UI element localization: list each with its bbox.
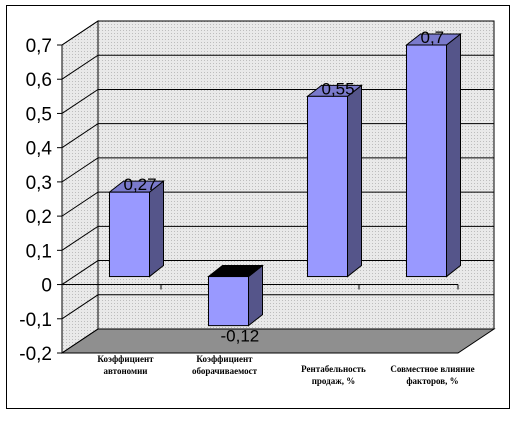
gridline (61, 54, 494, 80)
gridline (61, 328, 494, 354)
y-tick-label: 0,3 (26, 173, 52, 194)
y-axis-tick-labels: 0,7 0,6 0,5 0,4 0,3 0,2 0,1 0 -0,1 -0,2 (19, 36, 52, 365)
y-tick-label: 0,2 (26, 207, 52, 228)
y-tick-label: 0,7 (26, 36, 52, 57)
bar-front (208, 276, 249, 327)
chart-walls (60, 20, 496, 354)
x-category-label-line: оборачиваемост (192, 366, 258, 376)
y-tick-label: -0,1 (19, 310, 52, 331)
bar-front (307, 95, 348, 278)
x-category-label: Совместное влияние факторов, % (390, 364, 474, 386)
y-tick-label: 0 (41, 276, 52, 297)
x-axis-category-labels: Коэффициент автономии Коэффициент оборачива… (97, 354, 474, 386)
x-category-label: Рентабельность продаж, % (301, 364, 366, 386)
floor (60, 328, 496, 354)
gridline (61, 294, 494, 320)
y-tick-label: 0,6 (26, 70, 52, 91)
x-category-label-line: продаж, % (312, 376, 356, 386)
y-tick-label: 0,5 (26, 104, 52, 125)
x-category-label-line: автономии (104, 366, 148, 376)
y-tick-label: 0,1 (26, 241, 52, 262)
x-category-label-line: Совместное влияние (390, 364, 474, 374)
bar-side (446, 32, 461, 278)
x-category-label-line: Коэффициент (97, 354, 154, 364)
y-tick-label: 0,4 (26, 139, 53, 160)
bar (405, 32, 462, 278)
x-category-label: Коэффициент автономии (97, 354, 154, 376)
data-label: 0,27 (124, 175, 157, 194)
x-category-label: Коэффициент оборачиваемост (192, 354, 258, 376)
x-category-label-line: факторов, % (406, 376, 458, 386)
bar (306, 84, 363, 278)
bar-front (109, 191, 150, 278)
gridline (61, 20, 494, 46)
bar-front (406, 44, 447, 278)
data-label: 0,55 (322, 79, 355, 98)
bar (207, 264, 264, 327)
data-labels: 0,27 -0,12 0,55 0,7 (124, 28, 445, 346)
y-tick-label: -0,2 (19, 344, 52, 365)
x-category-label-line: Коэффициент (196, 354, 253, 364)
bars (108, 32, 462, 327)
x-category-label-line: Рентабельность (301, 364, 366, 374)
bar (108, 180, 165, 278)
data-label: -0,12 (221, 327, 260, 346)
side-wall (61, 20, 99, 354)
bar-side (347, 84, 362, 278)
bar-side (149, 180, 164, 278)
data-label: 0,7 (421, 28, 445, 47)
